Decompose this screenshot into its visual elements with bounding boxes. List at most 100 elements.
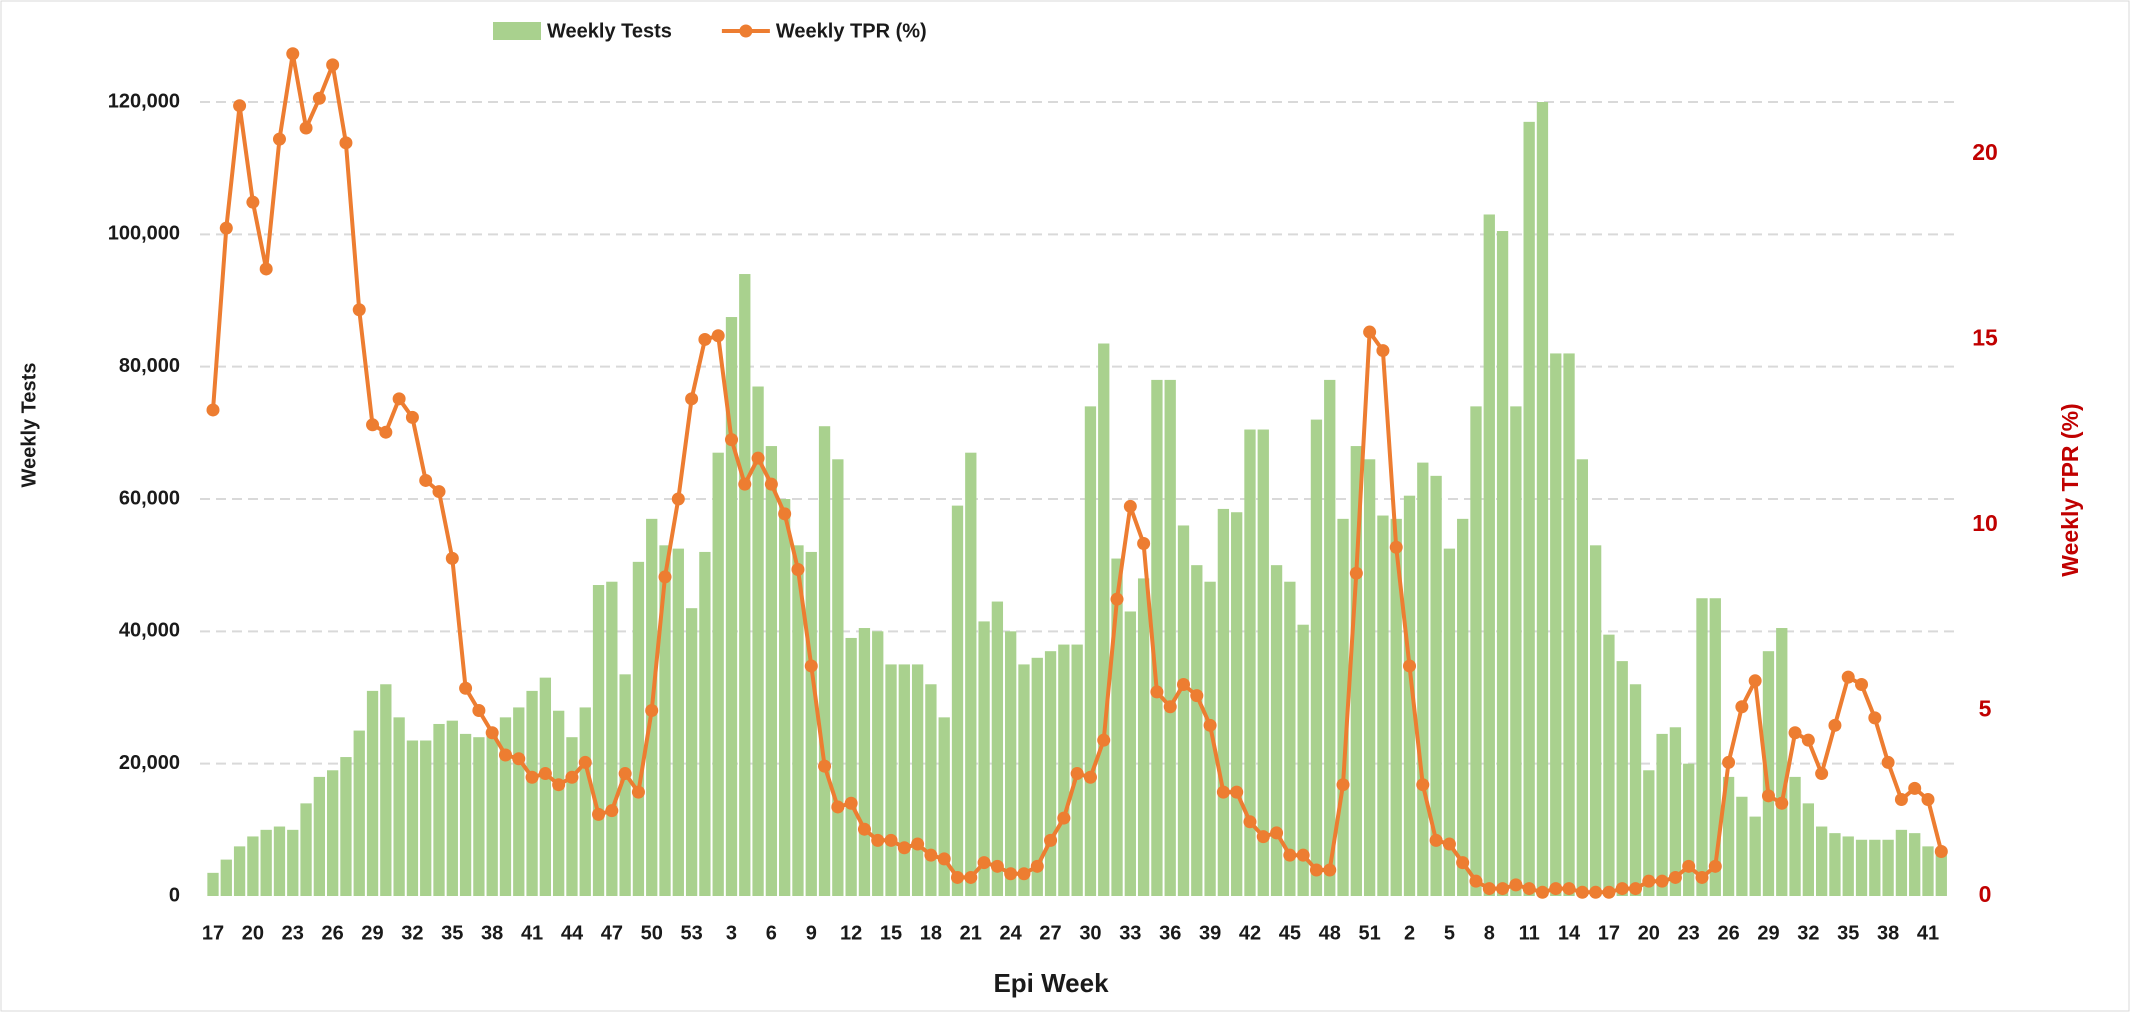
x-tick-label: 20: [242, 922, 264, 944]
line-marker: [897, 841, 911, 855]
bar: [1709, 598, 1721, 896]
bar: [1815, 826, 1828, 896]
line-marker: [565, 770, 579, 784]
line-marker: [312, 91, 326, 105]
bar: [420, 740, 432, 896]
bar: [1177, 525, 1190, 896]
line-marker: [1163, 700, 1177, 714]
x-tick-label: 45: [1279, 922, 1301, 944]
y-tick-label: 120,000: [108, 90, 180, 112]
bar: [1855, 839, 1868, 896]
bar: [1005, 631, 1017, 896]
line-marker: [1110, 592, 1124, 606]
line-marker: [578, 755, 592, 769]
line-marker: [950, 870, 964, 884]
bar: [1669, 727, 1682, 896]
bar: [1417, 462, 1429, 896]
bar: [592, 585, 605, 896]
bar: [1257, 429, 1269, 896]
line-marker: [1416, 778, 1430, 792]
bar: [1696, 598, 1708, 896]
bar: [619, 674, 631, 896]
bar: [247, 836, 259, 896]
bar: [1270, 565, 1283, 896]
line-marker: [1695, 870, 1709, 884]
line-marker: [233, 99, 247, 113]
bar: [1324, 379, 1336, 896]
x-tick-label: 26: [1717, 922, 1739, 944]
x-tick-label: 29: [1757, 922, 1779, 944]
bar: [659, 545, 671, 896]
bar: [1377, 515, 1389, 896]
bar: [712, 452, 724, 896]
bar: [925, 684, 937, 896]
line-marker: [1070, 767, 1084, 781]
line-marker: [1655, 874, 1669, 888]
x-tick-label: 33: [1119, 922, 1141, 944]
line-marker: [1934, 844, 1948, 858]
line-marker: [1496, 882, 1510, 896]
line-marker: [1243, 815, 1257, 829]
y2-axis-title: Weekly TPR (%): [2057, 403, 2083, 576]
line-marker: [379, 425, 393, 439]
x-tick-label: 50: [641, 922, 663, 944]
line-marker: [605, 804, 619, 818]
x-tick-label: 35: [441, 922, 463, 944]
line-marker: [1602, 885, 1616, 899]
line-marker: [1216, 785, 1230, 799]
bar: [739, 274, 751, 896]
line-marker: [419, 473, 433, 487]
bar: [765, 446, 778, 896]
legend-swatch: [739, 24, 753, 38]
x-tick-label: 17: [1598, 922, 1620, 944]
bar: [579, 707, 591, 896]
bar: [606, 581, 618, 896]
bar: [446, 720, 458, 896]
line-marker: [1642, 874, 1656, 888]
x-tick-label: 36: [1159, 922, 1181, 944]
line-marker: [1522, 882, 1536, 896]
bar: [553, 710, 565, 896]
bar: [1922, 846, 1934, 896]
line-marker: [1363, 325, 1377, 339]
line-marker: [592, 807, 606, 821]
line-marker: [1482, 882, 1496, 896]
line-marker: [1137, 537, 1151, 551]
bar: [1284, 581, 1296, 896]
line-marker: [764, 477, 778, 491]
line-marker: [485, 726, 499, 740]
line-marker: [911, 837, 925, 851]
line-marker: [472, 703, 486, 717]
x-tick-label: 30: [1079, 922, 1101, 944]
line-marker: [459, 681, 473, 695]
line-marker: [1230, 785, 1244, 799]
line-marker: [525, 770, 539, 784]
x-tick-label: 5: [1444, 922, 1455, 944]
line-marker: [645, 703, 659, 717]
line-marker: [1722, 755, 1736, 769]
line-marker: [1775, 796, 1789, 810]
x-tick-label: 14: [1558, 922, 1581, 944]
line-marker: [871, 833, 885, 847]
line-marker: [1389, 540, 1403, 554]
line-marker: [884, 833, 898, 847]
bar: [1031, 657, 1043, 896]
bar: [858, 628, 871, 896]
bar: [1762, 651, 1775, 896]
bar: [1124, 611, 1136, 896]
line-marker: [857, 822, 871, 836]
line-marker: [206, 403, 220, 417]
line-marker: [246, 195, 260, 209]
legend-label: Weekly Tests: [547, 20, 672, 42]
bar: [1736, 796, 1748, 896]
line-marker: [1881, 755, 1895, 769]
line-marker: [272, 132, 286, 146]
y-tick-label: 60,000: [119, 487, 180, 509]
bar: [233, 846, 246, 896]
bar: [353, 730, 365, 896]
x-tick-label: 48: [1319, 922, 1341, 944]
bar: [380, 684, 392, 896]
bar: [406, 740, 419, 896]
bar: [260, 829, 272, 896]
line-marker: [1030, 859, 1044, 873]
